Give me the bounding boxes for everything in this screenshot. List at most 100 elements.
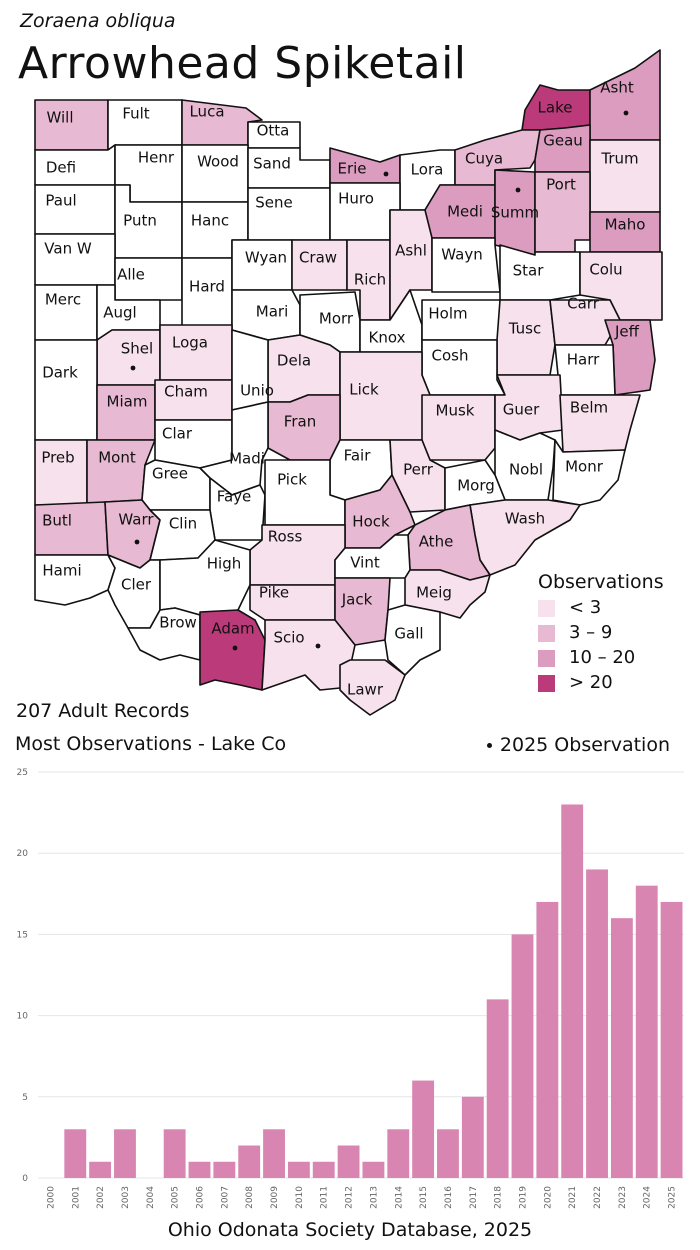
county-label-miam: Miam	[107, 393, 148, 411]
observation-marker-icon	[486, 743, 492, 748]
county-label-erie: Erie	[337, 160, 366, 178]
legend-swatch	[538, 649, 555, 667]
x-tick-label: 2018	[494, 1186, 504, 1209]
county-label-lawr: Lawr	[347, 681, 384, 699]
x-tick-label: 2016	[444, 1186, 454, 1209]
county-label-asht: Asht	[600, 79, 634, 97]
bar-2016	[437, 1129, 459, 1178]
county-label-cosh: Cosh	[432, 347, 469, 365]
x-tick-label: 2009	[270, 1186, 280, 1209]
x-tick-label: 2025	[668, 1186, 678, 1209]
most-observations: Most Observations - Lake Co	[15, 733, 287, 755]
bar-2015	[412, 1080, 435, 1178]
x-tick-label: 2017	[469, 1186, 479, 1209]
county-label-butl: Butl	[42, 512, 72, 530]
x-tick-label: 2008	[245, 1186, 255, 1209]
county-label-trum: Trum	[600, 150, 638, 168]
x-tick-label: 2022	[593, 1186, 603, 1209]
legend-label: > 20	[569, 672, 613, 693]
legend-label: < 3	[569, 597, 602, 618]
obs-2025-marker-warr	[134, 539, 140, 545]
county-label-brow: Brow	[159, 614, 197, 632]
bar-2025	[660, 901, 683, 1178]
county-label-paul: Paul	[45, 192, 76, 210]
x-tick-label: 2007	[220, 1186, 230, 1209]
county-label-musk: Musk	[436, 402, 475, 420]
bar-2003	[114, 1129, 136, 1178]
county-label-clar: Clar	[162, 425, 193, 443]
bar-2020	[536, 901, 559, 1178]
county-label-carr: Carr	[567, 295, 600, 313]
county-label-harr: Harr	[567, 351, 600, 369]
county-label-port: Port	[546, 176, 576, 194]
bar-2023	[610, 918, 633, 1178]
county-label-geau: Geau	[543, 132, 583, 150]
x-tick-label: 2012	[345, 1186, 355, 1209]
county-label-morr: Morr	[319, 310, 354, 328]
obs-2025-marker-summ	[515, 187, 521, 193]
x-tick-label: 2004	[146, 1186, 156, 1209]
county-tusc	[496, 299, 556, 376]
obs-2025-marker-scio	[315, 643, 321, 649]
county-label-adam: Adam	[211, 620, 254, 638]
y-tick-label: 20	[17, 849, 29, 859]
county-label-star: Star	[513, 262, 545, 280]
county-gall	[384, 604, 441, 676]
county-label-knox: Knox	[369, 329, 406, 347]
county-label-hock: Hock	[352, 513, 390, 531]
county-label-belm: Belm	[570, 399, 608, 417]
county-label-luca: Luca	[189, 103, 224, 121]
bar-2010	[287, 1161, 310, 1178]
county-label-perr: Perr	[403, 461, 434, 479]
x-axis-ticks: 2000 2001 2002 2003 2004 2005 2006 2007 2008 2009…	[46, 1186, 677, 1209]
county-label-holm: Holm	[428, 305, 467, 323]
obs-2025-markers	[130, 110, 629, 651]
county-label-scio: Scio	[273, 629, 304, 647]
data-source: Ohio Odonata Society Database, 2025	[167, 1219, 533, 1241]
x-tick-label: 2013	[369, 1186, 379, 1209]
county-label-fult: Fult	[122, 105, 149, 123]
ohio-county-map: Will Fult Luca Otta Lake Asht Defi Henr Wood Sand…	[34, 49, 663, 716]
county-label-henr: Henr	[138, 149, 175, 167]
county-label-guer: Guer	[503, 401, 540, 419]
legend-swatch	[538, 624, 555, 642]
x-tick-label: 2014	[394, 1186, 404, 1209]
bar-2012	[337, 1145, 360, 1178]
county-label-medi: Medi	[447, 203, 483, 221]
bar-2011	[312, 1161, 335, 1178]
county-label-hard: Hard	[189, 278, 225, 296]
bar-2019	[511, 934, 534, 1178]
county-label-lake: Lake	[538, 99, 573, 117]
county-label-wyan: Wyan	[245, 249, 287, 267]
bars	[64, 804, 683, 1178]
county-label-otta: Otta	[257, 122, 290, 140]
county-label-defi: Defi	[46, 159, 76, 177]
x-tick-label: 2023	[618, 1186, 628, 1209]
county-label-faye: Faye	[217, 488, 252, 506]
county-dark	[34, 339, 98, 441]
county-label-cham: Cham	[164, 383, 208, 401]
x-tick-label: 2021	[568, 1186, 578, 1209]
county-label-cuya: Cuya	[465, 150, 503, 168]
y-tick-label: 15	[17, 930, 28, 940]
legend-swatch	[538, 674, 555, 692]
x-tick-label: 2005	[171, 1186, 181, 1209]
county-label-shel: Shel	[121, 340, 153, 358]
county-label-dark: Dark	[42, 364, 78, 382]
county-label-warr: Warr	[118, 511, 154, 529]
county-label-morg: Morg	[457, 477, 495, 495]
county-label-monr: Monr	[565, 458, 604, 476]
county-label-nobl: Nobl	[509, 461, 543, 479]
species-common-name: Arrowhead Spiketail	[18, 38, 467, 89]
county-label-pike: Pike	[259, 584, 289, 602]
legend-item: < 3	[538, 597, 601, 618]
bar-2024	[635, 885, 658, 1178]
county-monr	[552, 439, 626, 506]
county-scio	[261, 619, 356, 691]
bar-2005	[163, 1129, 186, 1178]
county-label-augl: Augl	[103, 304, 136, 322]
y-tick-label: 0	[22, 1174, 28, 1184]
x-tick-label: 2015	[419, 1186, 429, 1209]
county-label-van-w: Van W	[44, 240, 92, 258]
